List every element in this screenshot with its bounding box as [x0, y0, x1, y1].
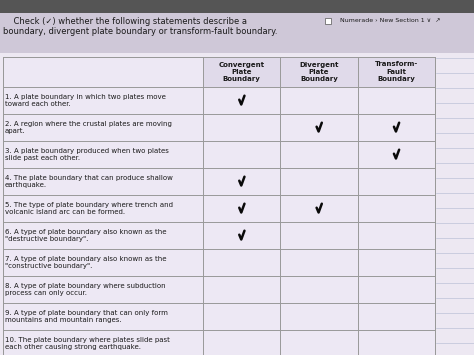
Text: Numerade › New Section 1 ∨  ↗: Numerade › New Section 1 ∨ ↗ — [340, 18, 440, 23]
Text: 6. A type of plate boundary also known as the
"destructive boundary".: 6. A type of plate boundary also known a… — [5, 229, 166, 242]
Text: 5. The type of plate boundary where trench and
volcanic island arc can be formed: 5. The type of plate boundary where tren… — [5, 202, 173, 215]
Text: 2. A region where the crustal plates are moving
apart.: 2. A region where the crustal plates are… — [5, 121, 172, 134]
Text: Transform-
Fault
Boundary: Transform- Fault Boundary — [375, 61, 418, 82]
Text: Convergent
Plate
Boundary: Convergent Plate Boundary — [219, 61, 265, 82]
Bar — [0, 53, 474, 355]
Text: 4. The plate boundary that can produce shallow
earthquake.: 4. The plate boundary that can produce s… — [5, 175, 173, 188]
Text: 9. A type of plate boundary that can only form
mountains and mountain ranges.: 9. A type of plate boundary that can onl… — [5, 310, 168, 323]
Bar — [325, 18, 331, 24]
Text: Divergent
Plate
Boundary: Divergent Plate Boundary — [299, 61, 339, 82]
Text: 8. A type of plate boundary where subduction
process can only occur.: 8. A type of plate boundary where subduc… — [5, 283, 165, 296]
Text: boundary, divergent plate boundary or transform-fault boundary.: boundary, divergent plate boundary or tr… — [3, 27, 277, 36]
Bar — [3, 57, 435, 355]
Text: 1. A plate boundary in which two plates move
toward each other.: 1. A plate boundary in which two plates … — [5, 94, 166, 107]
Text: 3. A plate boundary produced when two plates
slide past each other.: 3. A plate boundary produced when two pl… — [5, 148, 169, 161]
Text: Check (✓) whether the following statements describe a: Check (✓) whether the following statemen… — [3, 17, 247, 26]
Text: 10. The plate boundary where plates slide past
each other causing strong earthqu: 10. The plate boundary where plates slid… — [5, 337, 170, 350]
Bar — [0, 13, 474, 53]
Bar — [0, 0, 474, 13]
Bar — [203, 57, 435, 87]
Text: 7. A type of plate boundary also known as the
"constructive boundary".: 7. A type of plate boundary also known a… — [5, 256, 166, 269]
